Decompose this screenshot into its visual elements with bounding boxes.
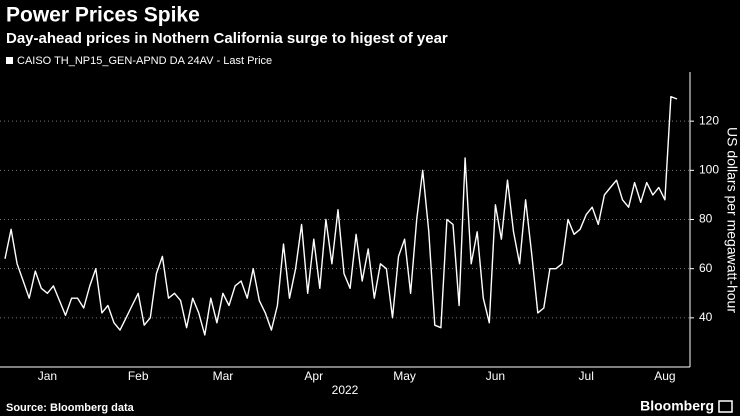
legend-swatch	[6, 57, 13, 64]
y-tick-label: 80	[699, 212, 713, 226]
x-tick-label: Feb	[128, 369, 149, 383]
logo-icon	[718, 400, 733, 413]
y-tick-label: 100	[699, 163, 719, 177]
chart-title: Power Prices Spike	[6, 4, 200, 27]
source: Source: Bloomberg data	[6, 402, 135, 414]
legend-label: CAISO TH_NP15_GEN-APND DA 24AV - Last Pr…	[17, 55, 272, 67]
x-axis-label: 2022	[332, 383, 359, 397]
y-tick-label: 120	[699, 113, 719, 127]
x-tick-label: Jun	[486, 369, 505, 383]
y-axis-label: US dollars per megawatt-hour	[724, 127, 740, 313]
chart-subtitle: Day-ahead prices in Nothern California s…	[6, 30, 448, 47]
y-tick-label: 60	[699, 261, 713, 275]
price-line	[4, 95, 678, 336]
x-tick-label: Aug	[654, 369, 675, 383]
y-tick-label: 40	[699, 310, 713, 324]
x-tick-label: Mar	[213, 369, 234, 383]
x-tick-label: Apr	[304, 369, 323, 383]
logo: Bloomberg	[640, 398, 714, 414]
x-tick-label: Jan	[38, 369, 57, 383]
x-tick-label: Jul	[579, 369, 594, 383]
x-tick-label: May	[393, 369, 416, 383]
